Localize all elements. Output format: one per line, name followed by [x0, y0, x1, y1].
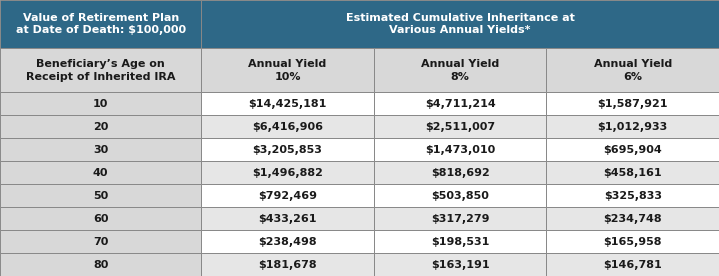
Text: $6,416,906: $6,416,906	[252, 122, 323, 132]
Bar	[201, 92, 374, 115]
Text: $1,496,882: $1,496,882	[252, 168, 323, 178]
Text: 10: 10	[93, 99, 109, 109]
Bar	[546, 92, 719, 115]
Text: $1,012,933: $1,012,933	[597, 122, 668, 132]
Text: $165,958: $165,958	[603, 237, 662, 246]
Bar	[0, 92, 201, 115]
Bar	[546, 115, 719, 138]
Bar	[546, 48, 719, 92]
Text: $163,191: $163,191	[431, 259, 490, 270]
Bar	[201, 115, 374, 138]
Text: 30: 30	[93, 145, 109, 155]
Text: $198,531: $198,531	[431, 237, 490, 246]
Text: 50: 50	[93, 191, 109, 201]
Bar	[374, 48, 546, 92]
Bar	[201, 161, 374, 184]
Text: $792,469: $792,469	[258, 191, 317, 201]
Text: $695,904: $695,904	[603, 145, 662, 155]
Text: 40: 40	[93, 168, 109, 178]
Text: $234,748: $234,748	[603, 214, 662, 224]
Bar	[374, 115, 546, 138]
Text: $1,473,010: $1,473,010	[425, 145, 495, 155]
Bar	[0, 48, 201, 92]
Bar	[201, 184, 374, 207]
Bar	[374, 207, 546, 230]
Text: Annual Yield
8%: Annual Yield 8%	[421, 59, 499, 82]
Text: $433,261: $433,261	[258, 214, 317, 224]
Text: Annual Yield
10%: Annual Yield 10%	[249, 59, 326, 82]
Bar	[374, 253, 546, 276]
Bar	[374, 230, 546, 253]
Text: $818,692: $818,692	[431, 168, 490, 178]
Text: $4,711,214: $4,711,214	[425, 99, 495, 109]
Text: $146,781: $146,781	[603, 259, 662, 270]
Text: $503,850: $503,850	[431, 191, 489, 201]
Text: 70: 70	[93, 237, 109, 246]
Text: $238,498: $238,498	[258, 237, 317, 246]
Text: Value of Retirement Plan
at Date of Death: $100,000: Value of Retirement Plan at Date of Deat…	[16, 13, 186, 35]
Bar	[0, 230, 201, 253]
Bar	[0, 0, 201, 48]
Text: Beneficiary’s Age on
Receipt of Inherited IRA: Beneficiary’s Age on Receipt of Inherite…	[26, 59, 175, 82]
Text: $325,833: $325,833	[604, 191, 661, 201]
Text: $181,678: $181,678	[258, 259, 317, 270]
Bar	[546, 138, 719, 161]
Bar	[0, 184, 201, 207]
Bar	[201, 0, 719, 48]
Text: $458,161: $458,161	[603, 168, 662, 178]
Text: Estimated Cumulative Inheritance at
Various Annual Yields*: Estimated Cumulative Inheritance at Vari…	[346, 13, 574, 35]
Bar	[374, 92, 546, 115]
Bar	[0, 115, 201, 138]
Bar	[0, 253, 201, 276]
Bar	[201, 48, 374, 92]
Text: 80: 80	[93, 259, 109, 270]
Bar	[0, 207, 201, 230]
Bar	[0, 138, 201, 161]
Bar	[546, 253, 719, 276]
Text: $3,205,853: $3,205,853	[252, 145, 323, 155]
Bar	[0, 161, 201, 184]
Bar	[546, 161, 719, 184]
Bar	[546, 207, 719, 230]
Bar	[201, 253, 374, 276]
Bar	[374, 161, 546, 184]
Bar	[201, 138, 374, 161]
Bar	[546, 230, 719, 253]
Text: $2,511,007: $2,511,007	[425, 122, 495, 132]
Bar	[374, 184, 546, 207]
Text: $317,279: $317,279	[431, 214, 490, 224]
Text: 60: 60	[93, 214, 109, 224]
Text: $14,425,181: $14,425,181	[248, 99, 327, 109]
Bar	[201, 207, 374, 230]
Bar	[546, 184, 719, 207]
Bar	[201, 230, 374, 253]
Text: $1,587,921: $1,587,921	[597, 99, 668, 109]
Bar	[374, 138, 546, 161]
Text: 20: 20	[93, 122, 109, 132]
Text: Annual Yield
6%: Annual Yield 6%	[594, 59, 672, 82]
